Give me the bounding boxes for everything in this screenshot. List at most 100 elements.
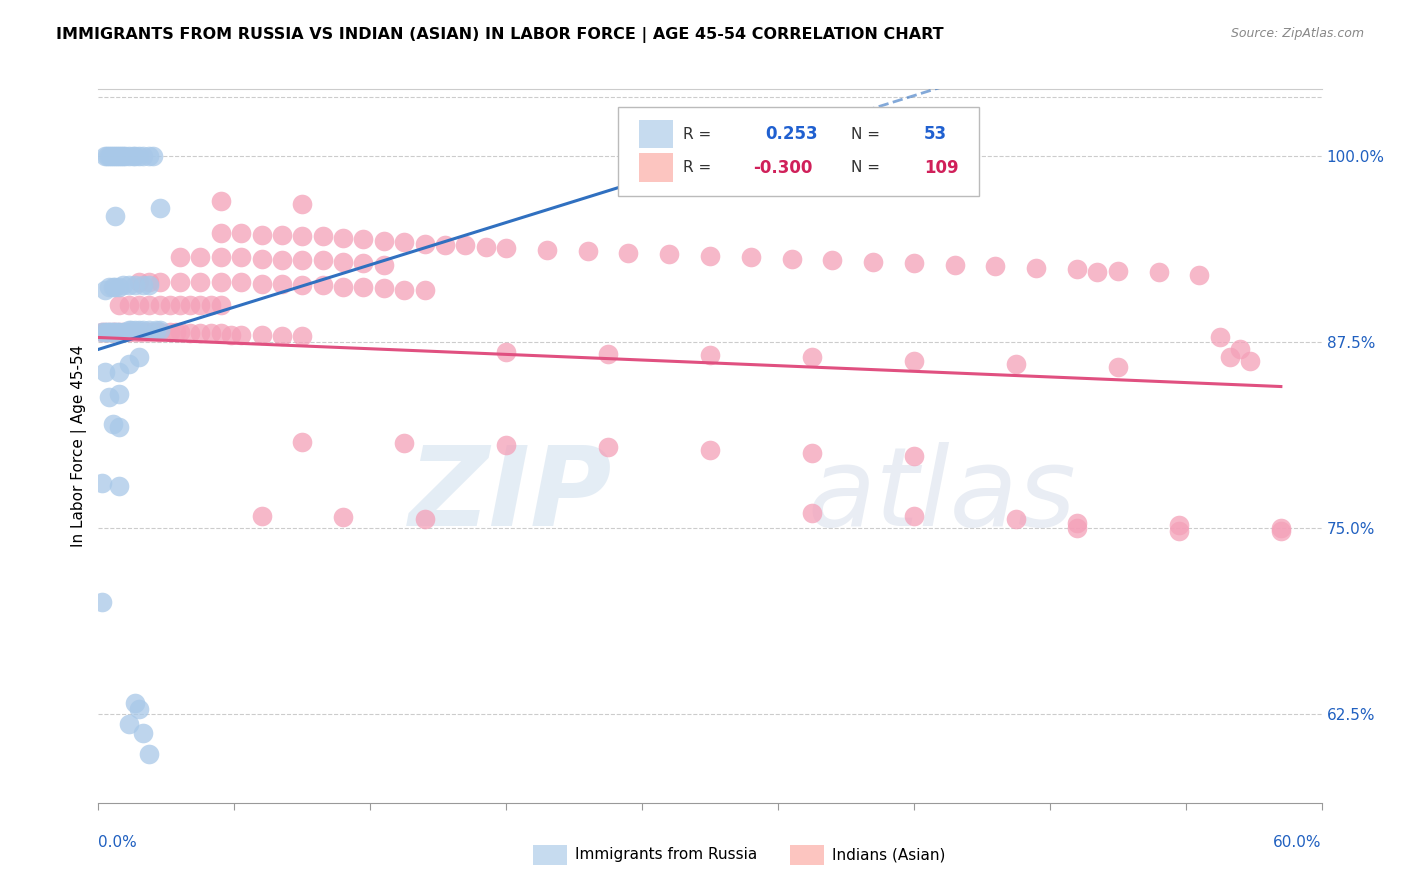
Point <box>104 149 127 163</box>
Point <box>903 354 925 368</box>
Point <box>179 298 201 312</box>
Point <box>108 325 131 339</box>
Point <box>169 250 191 264</box>
Point <box>111 149 134 163</box>
Point <box>352 280 374 294</box>
FancyBboxPatch shape <box>640 153 673 182</box>
Point <box>97 325 120 339</box>
Point <box>149 323 172 337</box>
Point <box>270 227 294 242</box>
Text: Source: ZipAtlas.com: Source: ZipAtlas.com <box>1230 27 1364 40</box>
Point <box>495 437 517 451</box>
Point <box>93 325 115 339</box>
Point <box>114 149 136 163</box>
Text: IMMIGRANTS FROM RUSSIA VS INDIAN (ASIAN) IN LABOR FORCE | AGE 45-54 CORRELATION : IMMIGRANTS FROM RUSSIA VS INDIAN (ASIAN)… <box>56 27 943 43</box>
Point <box>111 278 134 293</box>
Point <box>231 327 253 342</box>
Point <box>159 325 181 339</box>
Point <box>101 325 124 339</box>
Point <box>392 283 416 297</box>
Point <box>699 443 721 458</box>
Point <box>128 276 150 290</box>
Text: atlas: atlas <box>808 442 1077 549</box>
Point <box>291 434 314 449</box>
Point <box>219 327 242 342</box>
Text: 53: 53 <box>924 125 948 143</box>
Point <box>111 325 134 339</box>
Point <box>312 229 335 244</box>
Point <box>118 717 141 731</box>
Point <box>108 387 131 401</box>
Point <box>474 240 498 254</box>
Point <box>332 254 354 268</box>
Point <box>108 365 131 379</box>
Text: R =: R = <box>683 161 711 175</box>
Text: -0.300: -0.300 <box>752 159 813 177</box>
Point <box>124 696 146 710</box>
Point <box>1066 516 1088 531</box>
Point <box>96 325 118 339</box>
FancyBboxPatch shape <box>533 845 567 865</box>
Point <box>169 325 191 339</box>
Point <box>188 250 212 264</box>
Point <box>188 326 212 340</box>
Point <box>598 441 620 455</box>
Point <box>105 149 128 163</box>
Point <box>291 196 314 211</box>
Point <box>124 325 146 339</box>
FancyBboxPatch shape <box>619 107 979 196</box>
Point <box>128 298 150 312</box>
Point <box>97 280 120 294</box>
Point <box>801 506 824 520</box>
Point <box>801 350 824 364</box>
Point <box>104 325 127 339</box>
Point <box>1085 265 1108 279</box>
Point <box>124 278 146 293</box>
Point <box>108 298 131 312</box>
FancyBboxPatch shape <box>640 120 673 148</box>
Point <box>101 149 124 163</box>
Point <box>128 702 150 716</box>
Point <box>209 326 232 340</box>
Point <box>132 726 155 740</box>
Point <box>111 325 134 339</box>
Point <box>169 298 191 312</box>
Point <box>862 254 884 268</box>
Point <box>312 278 335 293</box>
Point <box>138 278 160 293</box>
Point <box>149 276 172 290</box>
Point <box>91 325 114 339</box>
Point <box>332 231 354 245</box>
Point <box>231 227 253 241</box>
Point <box>392 436 416 450</box>
Point <box>105 325 128 339</box>
Point <box>108 419 131 434</box>
Point <box>1270 524 1292 538</box>
Point <box>124 149 146 163</box>
Point <box>124 323 146 337</box>
Point <box>100 325 122 339</box>
Point <box>118 149 141 163</box>
Point <box>101 417 124 431</box>
Point <box>1066 262 1088 277</box>
Text: R =: R = <box>683 127 711 142</box>
Point <box>209 194 232 208</box>
FancyBboxPatch shape <box>790 845 824 865</box>
Text: 0.253: 0.253 <box>765 125 818 143</box>
Point <box>138 747 160 761</box>
Point <box>801 446 824 460</box>
Point <box>903 508 925 523</box>
Point <box>1219 350 1241 364</box>
Point <box>1025 260 1047 275</box>
Point <box>250 327 273 342</box>
Point <box>352 232 374 246</box>
Point <box>1188 268 1211 282</box>
Point <box>118 298 141 312</box>
Point <box>373 281 395 295</box>
Point <box>270 329 294 343</box>
Point <box>91 476 114 491</box>
Point <box>984 259 1007 273</box>
Point <box>128 149 150 163</box>
Point <box>188 276 212 290</box>
Point <box>132 325 155 339</box>
